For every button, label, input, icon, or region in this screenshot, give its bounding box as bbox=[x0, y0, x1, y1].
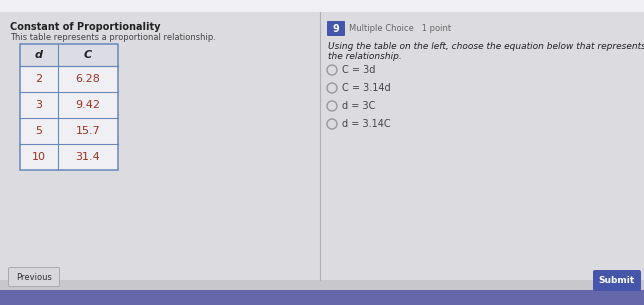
Bar bbox=[0, 0, 644, 12]
FancyBboxPatch shape bbox=[593, 270, 641, 291]
Bar bbox=[320, 12, 644, 280]
Text: Using the table on the left, choose the equation below that represents: Using the table on the left, choose the … bbox=[328, 42, 644, 51]
Text: 2: 2 bbox=[35, 74, 43, 84]
Text: C: C bbox=[84, 50, 92, 60]
Bar bbox=[20, 44, 118, 66]
Bar bbox=[20, 44, 118, 170]
Text: 31.4: 31.4 bbox=[75, 152, 100, 162]
Text: This table represents a proportional relationship.: This table represents a proportional rel… bbox=[10, 33, 216, 42]
Text: C = 3.14d: C = 3.14d bbox=[342, 83, 391, 93]
FancyBboxPatch shape bbox=[8, 267, 59, 286]
Text: the relationship.: the relationship. bbox=[328, 52, 402, 61]
Bar bbox=[0, 12, 320, 280]
Text: Multiple Choice   1 point: Multiple Choice 1 point bbox=[349, 24, 451, 33]
Text: d: d bbox=[35, 50, 43, 60]
Bar bbox=[20, 44, 118, 170]
Text: 3: 3 bbox=[35, 100, 43, 110]
Text: Submit: Submit bbox=[599, 276, 635, 285]
Text: d = 3C: d = 3C bbox=[342, 101, 375, 111]
Text: 10: 10 bbox=[32, 152, 46, 162]
Bar bbox=[0, 290, 644, 305]
Text: Previous: Previous bbox=[16, 272, 52, 282]
Text: d = 3.14C: d = 3.14C bbox=[342, 119, 391, 129]
Text: Constant of Proportionality: Constant of Proportionality bbox=[10, 22, 160, 32]
Text: 9: 9 bbox=[332, 23, 339, 34]
FancyBboxPatch shape bbox=[327, 21, 345, 36]
Text: 15.7: 15.7 bbox=[75, 126, 100, 136]
Text: 5: 5 bbox=[35, 126, 43, 136]
Text: C = 3d: C = 3d bbox=[342, 65, 375, 75]
Text: 9.42: 9.42 bbox=[75, 100, 100, 110]
Text: 6.28: 6.28 bbox=[75, 74, 100, 84]
